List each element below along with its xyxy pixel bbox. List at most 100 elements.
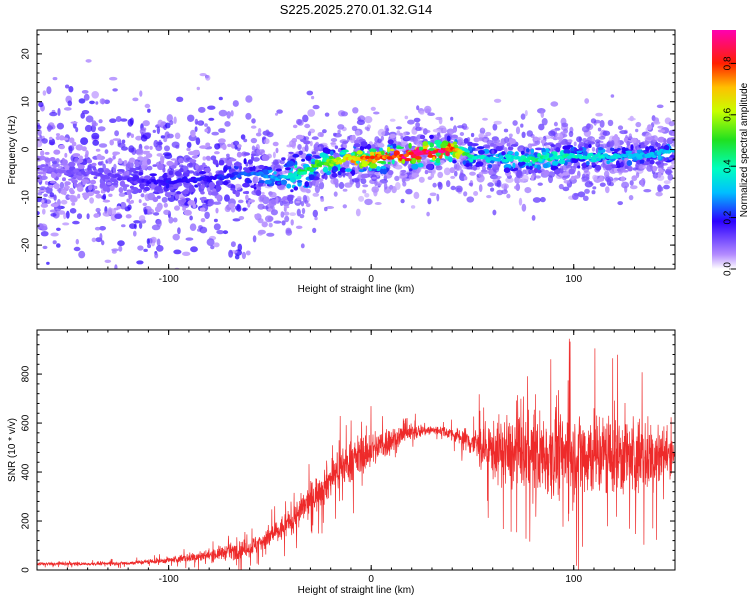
- spectrogram-speckle: [325, 206, 335, 209]
- spectrogram-speckle: [146, 238, 150, 245]
- spectrogram-band-cell: [62, 159, 68, 166]
- spectrogram-ylabel: Frequency (Hz): [7, 116, 18, 185]
- spectrogram-band-cell: [597, 147, 604, 151]
- spectrogram-band-cell: [626, 160, 633, 167]
- spectrogram-band-cell: [516, 170, 522, 176]
- spectrogram-speckle: [112, 88, 118, 92]
- spectrogram-speckle: [492, 209, 497, 216]
- spectrogram-band-cell: [578, 143, 585, 147]
- spectrogram-speckle: [450, 175, 456, 179]
- spectrogram-speckle: [314, 216, 318, 221]
- spectrogram-band-cell: [452, 159, 457, 164]
- spectrogram-speckle: [582, 138, 588, 143]
- spectrogram-speckle: [386, 127, 390, 132]
- spectrogram-speckle: [85, 59, 92, 63]
- spectrogram-band-cell: [55, 135, 61, 141]
- spectrogram-speckle: [643, 189, 652, 193]
- spectrogram-speckle: [373, 111, 380, 115]
- spectrogram-speckle: [49, 111, 58, 117]
- spectrogram-speckle: [279, 200, 284, 206]
- spectrogram-band-cell: [537, 169, 542, 174]
- spectrogram-speckle: [68, 145, 73, 154]
- spectrogram-band-cell: [630, 137, 638, 144]
- spectrogram-speckle: [156, 126, 161, 135]
- spectrogram-band-cell: [44, 157, 51, 163]
- spectrogram-speckle: [628, 195, 634, 201]
- spectrogram-band-cell: [335, 162, 340, 165]
- spectrogram-speckle: [121, 146, 128, 151]
- spectrogram-band-cell: [408, 142, 412, 149]
- spectrogram-speckle: [561, 122, 569, 128]
- spectrogram-speckle: [228, 249, 234, 258]
- spectrogram-speckle: [234, 205, 241, 210]
- spectrogram-band-cell: [295, 134, 304, 140]
- spectrogram-band-cell: [247, 201, 251, 208]
- colorbar-tick-label: 0.8: [723, 56, 734, 70]
- spectrogram-band-cell: [657, 172, 662, 179]
- spectrogram-speckle: [243, 138, 248, 143]
- spectrogram-speckle: [621, 181, 630, 189]
- spectrogram-band-cell: [228, 168, 236, 172]
- spectrogram-speckle: [157, 119, 164, 127]
- spectrogram-speckle: [581, 126, 590, 133]
- spectrogram-band-cell: [550, 144, 556, 147]
- spectrogram-band-cell: [314, 156, 322, 159]
- spectrogram-speckle: [56, 227, 61, 231]
- spectrogram-speckle: [513, 185, 520, 190]
- spectrogram-speckle: [174, 132, 181, 140]
- spectrogram-band-cell: [626, 140, 631, 147]
- spectrogram-speckle: [136, 260, 144, 265]
- spectrogram-speckle: [485, 131, 492, 137]
- spectrogram-speckle: [296, 208, 301, 217]
- spectrogram-marks: [37, 59, 675, 269]
- spectrogram-speckle: [630, 185, 638, 190]
- spectrogram-speckle: [457, 125, 465, 129]
- spectrogram-speckle: [283, 211, 290, 216]
- spectrogram-speckle: [333, 191, 338, 197]
- spectrogram-speckle: [240, 134, 246, 140]
- spectrogram-speckle: [309, 140, 313, 147]
- spectrogram-speckle: [461, 123, 468, 130]
- spectrogram-band-cell: [368, 148, 377, 153]
- snr-panel: -100 0 100 0 200 400 600 800 Height of straight…: [7, 329, 676, 596]
- spectrogram-speckle: [38, 101, 44, 108]
- spectrogram-speckle: [532, 197, 542, 203]
- spectrogram-band-cell: [445, 150, 450, 157]
- x-tick-label: 100: [565, 274, 582, 285]
- spectrogram-band-cell: [379, 147, 383, 152]
- spectrogram-band-cell: [37, 155, 42, 162]
- spectrogram-band-cell: [334, 145, 339, 150]
- spectrogram-band-cell: [475, 163, 481, 168]
- spectrogram-speckle: [473, 191, 479, 196]
- spectrogram-speckle: [276, 109, 283, 114]
- spectrogram-speckle: [443, 167, 451, 176]
- spectrogram-speckle: [245, 95, 253, 103]
- spectrogram-speckle: [266, 131, 274, 138]
- spectrogram-speckle: [312, 227, 317, 233]
- spectrogram-band-cell: [154, 186, 162, 192]
- spectrogram-band-cell: [237, 144, 242, 148]
- spectrogram-band-cell: [448, 156, 453, 163]
- spectrogram-speckle: [65, 210, 70, 219]
- spectrogram-band-cell: [473, 137, 480, 143]
- spectrogram-band-cell: [646, 157, 651, 162]
- spectrogram-band-cell: [182, 189, 189, 195]
- spectrogram-speckle: [101, 240, 105, 246]
- spectrogram-band-cell: [216, 186, 222, 191]
- spectrogram-band-cell: [138, 171, 143, 176]
- spectrogram-speckle: [78, 250, 86, 259]
- spectrogram-band-cell: [496, 142, 504, 147]
- spectrogram-speckle: [109, 76, 118, 81]
- spectrogram-band-cell: [199, 207, 206, 212]
- spectrogram-band-cell: [81, 192, 90, 197]
- spectrogram-speckle: [213, 242, 220, 248]
- spectrogram-speckle: [482, 117, 488, 121]
- spectrogram-speckle: [435, 165, 443, 171]
- spectrogram-band-cell: [199, 171, 206, 175]
- spectrogram-band-cell: [563, 149, 571, 154]
- colorbar-gradient: [712, 30, 736, 269]
- spectrogram-band-cell: [512, 162, 516, 169]
- spectrogram-band-cell: [296, 179, 303, 183]
- spectrogram-band-cell: [360, 173, 369, 179]
